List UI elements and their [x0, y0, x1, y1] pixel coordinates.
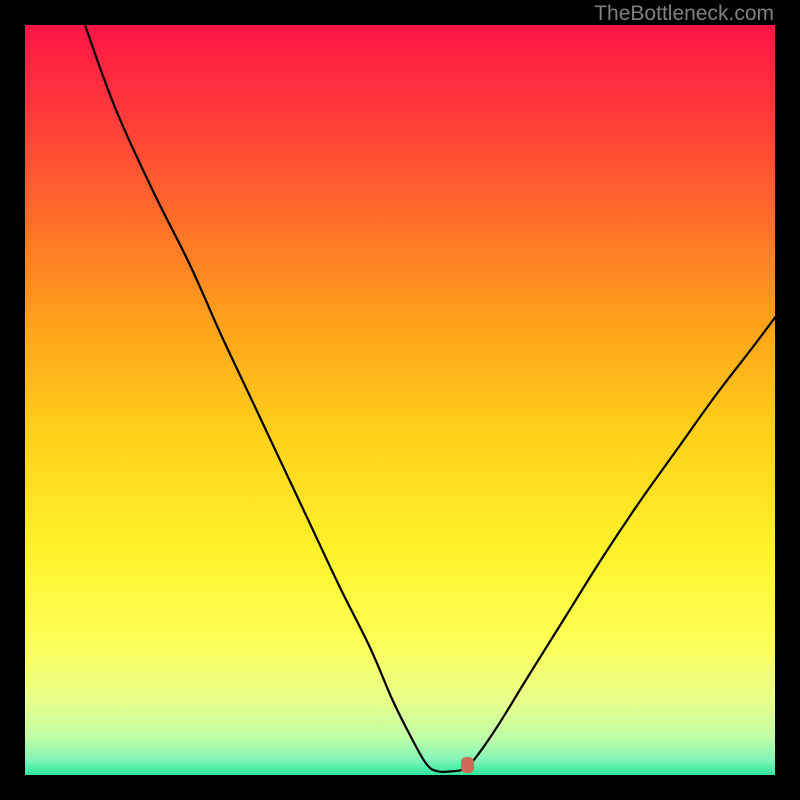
- watermark-text: TheBottleneck.com: [594, 2, 774, 26]
- bottleneck-curve: [25, 25, 775, 775]
- chart-plot-area: [25, 25, 775, 775]
- bottleneck-curve-path: [85, 25, 775, 772]
- selection-marker: [461, 757, 474, 773]
